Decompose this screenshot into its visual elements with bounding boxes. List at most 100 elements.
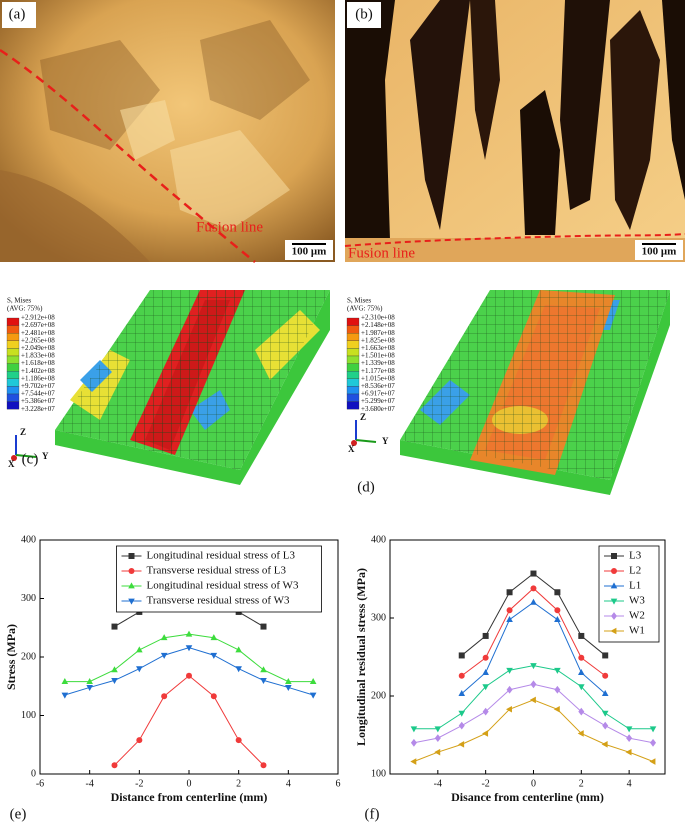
data-point [235,737,242,744]
legend-swatch [346,393,360,402]
data-point [410,738,417,747]
data-point [111,666,118,673]
legend-swatch [346,378,360,387]
y-tick-label: 400 [371,534,386,545]
legend-level: +2.310e+08 [361,314,395,322]
legend-level: +3.228e+07 [21,405,55,413]
legend-level: +5.386e+07 [21,397,55,405]
data-point [160,652,168,659]
x-axis-label: Disance from centerline (mm) [451,790,604,804]
data-point [506,615,513,622]
data-point [410,758,417,765]
data-point [136,666,143,673]
panel-label: (a) [9,6,26,22]
x-tick-label: -4 [434,778,442,789]
data-point [505,705,512,713]
legend-level: +3.680e+07 [361,405,395,413]
data-point [458,721,465,730]
panel-label: (b) [355,6,373,22]
legend-label: L1 [629,580,641,592]
fem-model-d [400,290,670,495]
data-point [578,684,585,691]
data-point [410,726,418,733]
x-tick-label: 0 [531,778,536,789]
scale-bar-label: 100 μm [642,246,677,258]
data-point [554,667,561,674]
data-point [626,734,633,743]
legend-level: +9.702e+07 [21,382,55,390]
data-point [434,734,441,743]
data-point [602,672,609,679]
series-line [461,601,606,695]
data-point [434,748,441,756]
legend-marker [128,598,135,605]
y-tick-label: 100 [371,768,386,779]
data-point [649,758,656,765]
legend-box [116,545,322,613]
data-point [61,677,69,684]
legend-marker [610,627,617,635]
legend-swatch [346,340,360,349]
series-line [114,675,264,766]
data-point [309,677,317,684]
data-point [578,654,585,661]
y-tick-label: 0 [31,768,36,779]
data-point [578,669,585,675]
legend-subtitle: (AVG: 75%) [7,305,43,313]
data-point [530,680,537,689]
data-point [111,623,118,630]
data-point [161,693,168,700]
legend-label: W1 [629,625,645,637]
data-point [160,634,168,641]
legend-label: Longitudinal residual stress of L3 [147,550,296,562]
panel-label: (e) [10,806,27,822]
series-line [64,647,314,696]
data-point [554,589,561,596]
data-point [285,677,292,684]
legend-swatch [346,401,360,410]
legend-swatch [346,371,360,379]
data-point [554,685,561,694]
data-point [482,669,489,675]
micrograph-b [344,0,685,262]
y-tick-label: 300 [371,612,386,623]
series-line [413,683,654,744]
legend-marker [610,582,618,589]
data-point [210,634,218,641]
legend-marker [128,553,135,559]
data-point [458,690,466,697]
legend-level: +1.987e+08 [361,329,395,337]
data-point [136,737,143,744]
axis-label: X [348,444,355,454]
axis-arrow [355,439,377,443]
legend-level: +1.015e+08 [361,374,395,382]
data-point [601,710,609,717]
x-tick-label: 6 [336,778,341,789]
legend-swatch [346,325,360,334]
plot-frame [389,539,666,775]
axis-label: X [8,459,15,469]
data-point [650,738,657,747]
legend-swatch [346,317,360,326]
data-point [458,710,466,717]
data-point [136,646,143,653]
fem-model-c [55,290,330,485]
data-point [61,692,69,699]
legend-level: +1.618e+08 [21,359,55,367]
data-point [235,646,242,653]
y-axis-label: Stress (MPa) [4,624,18,690]
legend-level: +1.339e+08 [361,359,395,367]
legend-title: S, Mises [7,297,31,305]
charts: 0 100 200 300 400 -6 -4 -2 0 2 4 6 Distance from cen… [4,534,666,822]
legend-swatch [6,393,20,402]
data-point [506,685,513,694]
data-point [210,693,217,700]
data-point [482,707,489,716]
legend-level: +1.402e+08 [21,367,55,375]
legend-level: +2.481e+08 [21,329,55,337]
data-point [578,707,585,716]
legend-label: L2 [629,565,641,577]
panel-label: (c) [22,451,39,467]
legend-marker [610,598,618,605]
panel-label: (f) [365,806,380,822]
